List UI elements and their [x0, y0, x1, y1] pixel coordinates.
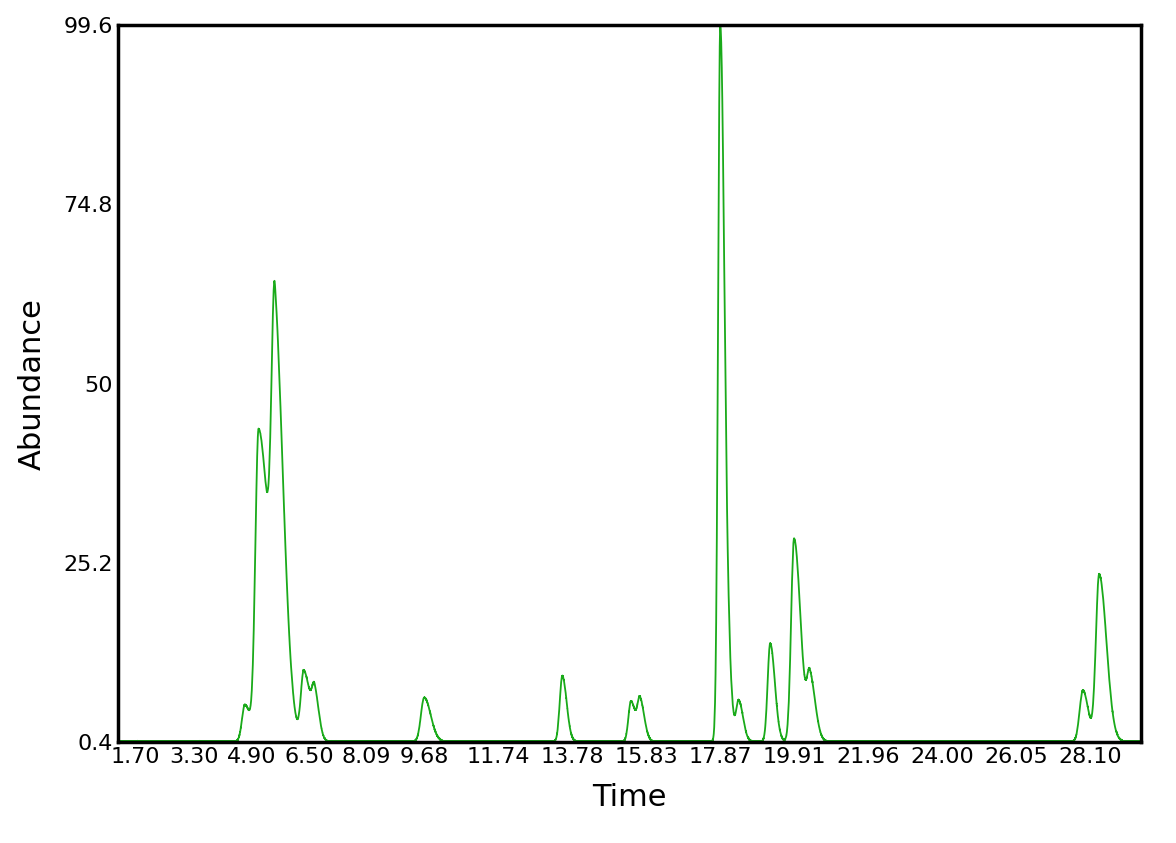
- X-axis label: Time: Time: [592, 783, 667, 813]
- Y-axis label: Abundance: Abundance: [18, 298, 47, 470]
